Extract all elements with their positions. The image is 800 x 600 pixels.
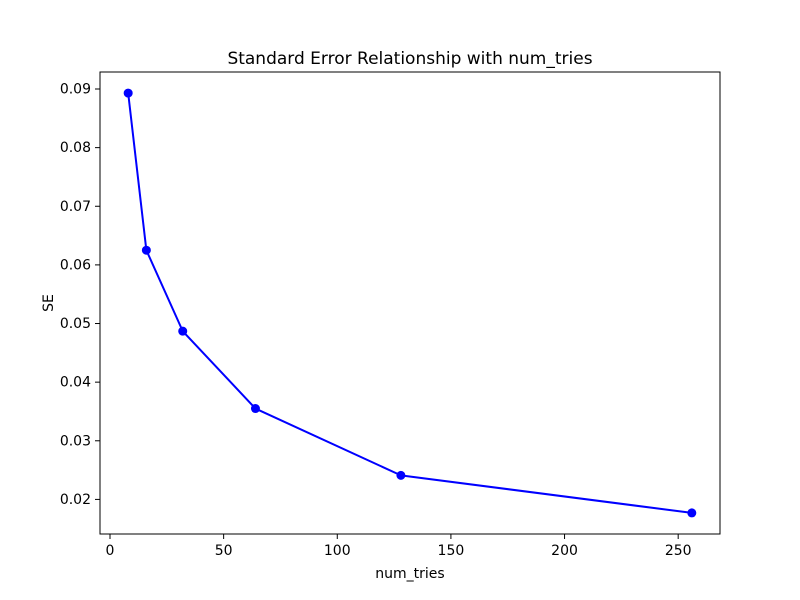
x-axis-label: num_tries <box>375 566 444 582</box>
y-tick-label: 0.08 <box>60 140 91 156</box>
y-tick-label: 0.05 <box>60 316 91 332</box>
y-tick-label: 0.03 <box>60 433 91 449</box>
y-axis-label: SE <box>41 294 57 312</box>
plot-area: 0 50 100 150 200 250 0.02 0.03 0.04 0.05 0.06 0.07 0… <box>60 71 721 559</box>
y-tick-label: 0.09 <box>60 82 91 98</box>
data-point-marker <box>141 245 151 255</box>
x-tick-label: 0 <box>106 543 115 559</box>
data-line <box>127 92 693 514</box>
data-point-marker <box>250 404 260 414</box>
chart-title: Standard Error Relationship with num_tri… <box>227 49 592 69</box>
x-tick-label: 150 <box>438 543 465 559</box>
data-point-marker <box>123 88 133 98</box>
x-tick-label: 50 <box>215 543 233 559</box>
y-tick-label: 0.02 <box>60 492 91 508</box>
data-point-marker <box>396 470 406 480</box>
x-tick-label: 100 <box>324 543 351 559</box>
plot-frame <box>99 71 721 535</box>
y-tick-label: 0.07 <box>60 199 91 215</box>
y-tick-label: 0.04 <box>60 375 91 391</box>
data-point-marker <box>687 508 697 518</box>
y-tick-label: 0.06 <box>60 257 91 273</box>
data-point-marker <box>178 326 188 336</box>
x-tick-label: 250 <box>665 543 692 559</box>
x-tick-label: 200 <box>551 543 578 559</box>
